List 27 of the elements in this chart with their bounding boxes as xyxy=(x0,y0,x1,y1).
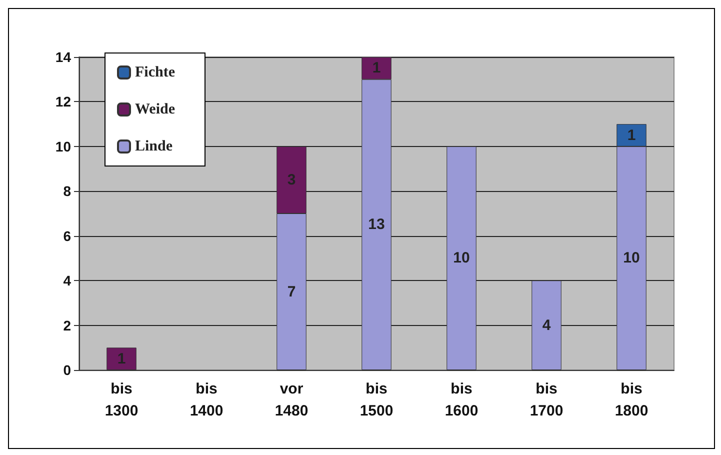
data-label: 13 xyxy=(368,216,385,234)
legend-label: Linde xyxy=(135,138,173,154)
x-tick-label: vor 1480 xyxy=(274,380,308,420)
x-tick-label: bis 1800 xyxy=(614,380,648,420)
data-label: 1 xyxy=(372,60,381,77)
x-tick-label: bis 1700 xyxy=(530,380,564,420)
data-label: 3 xyxy=(287,171,296,188)
x-tick-label: bis 1400 xyxy=(190,380,224,420)
x-tick-label: bis 1500 xyxy=(360,380,394,420)
data-label: 7 xyxy=(287,283,296,300)
y-tick-label: 12 xyxy=(55,94,72,110)
y-tick-label: 6 xyxy=(63,228,72,244)
y-tick-label: 14 xyxy=(55,49,72,65)
y-tick-label: 2 xyxy=(63,317,72,334)
x-tick-label: bis 1300 xyxy=(104,380,138,420)
y-tick-label: 8 xyxy=(63,183,72,200)
data-label: 4 xyxy=(542,316,552,334)
data-label: 10 xyxy=(453,250,470,267)
data-label: 1 xyxy=(627,126,636,144)
y-tick-label: 4 xyxy=(63,272,72,289)
y-tick-label: 10 xyxy=(55,138,72,154)
data-label: 10 xyxy=(623,250,640,267)
x-tick-label: bis 1600 xyxy=(444,380,478,420)
legend-label: Weide xyxy=(135,102,176,118)
data-label: 1 xyxy=(117,350,126,368)
y-tick-label: 0 xyxy=(63,362,72,378)
legend-label: Fichte xyxy=(135,64,176,80)
